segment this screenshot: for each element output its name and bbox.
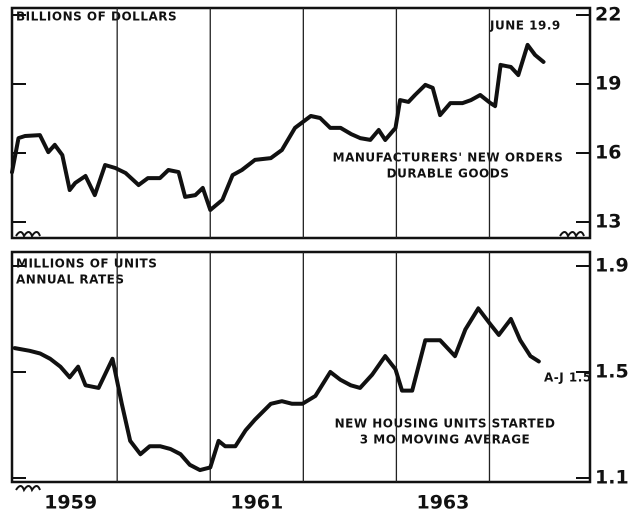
annotation: JUNE 19.9 <box>489 19 561 33</box>
annotation: A-J 1.5 <box>544 371 592 385</box>
x-tick-label: 1961 <box>230 492 283 514</box>
bottom-panel-frame <box>10 250 592 484</box>
y-tick-label: 22 <box>595 4 621 26</box>
x-tick-label: 1959 <box>44 492 97 514</box>
y-tick-label: 1.5 <box>595 361 629 383</box>
y-tick-label: 13 <box>595 211 621 233</box>
data-line <box>12 306 541 473</box>
y-axis-label: BILLIONS OF DOLLARS <box>16 10 177 24</box>
axis-break <box>15 485 41 493</box>
series-label: DURABLE GOODS <box>387 167 510 181</box>
x-tick-label: 1963 <box>416 492 469 514</box>
series-label: MANUFACTURERS' NEW ORDERS <box>333 151 564 165</box>
top-panel-frame <box>10 6 592 240</box>
y-tick-label: 1.9 <box>595 255 629 277</box>
y-tick-label: 16 <box>595 142 621 164</box>
y-tick-label: 1.1 <box>595 467 629 489</box>
series-label: NEW HOUSING UNITS STARTED <box>335 417 556 431</box>
series-label: 3 MO MOVING AVERAGE <box>360 433 531 447</box>
y-tick-label: 19 <box>595 73 621 95</box>
axis-break <box>15 231 41 239</box>
y-axis-label: ANNUAL RATES <box>16 273 124 287</box>
axis-break <box>559 231 585 239</box>
y-axis-label: MILLIONS OF UNITS <box>16 257 157 271</box>
data-line <box>10 42 546 212</box>
